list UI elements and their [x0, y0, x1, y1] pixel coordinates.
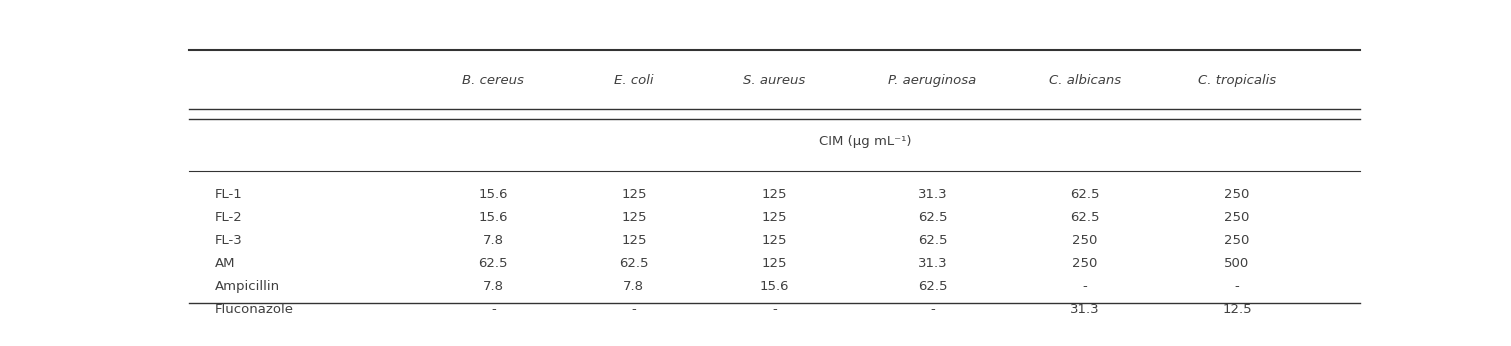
Text: 250: 250	[1224, 234, 1250, 246]
Text: 7.8: 7.8	[484, 280, 503, 293]
Text: 15.6: 15.6	[479, 211, 508, 224]
Text: Fluconazole: Fluconazole	[215, 303, 293, 316]
Text: 125: 125	[621, 234, 647, 246]
Text: B. cereus: B. cereus	[462, 74, 524, 86]
Text: 31.3: 31.3	[917, 257, 947, 271]
Text: FL-3: FL-3	[215, 234, 242, 246]
Text: 15.6: 15.6	[479, 188, 508, 201]
Text: 250: 250	[1071, 234, 1097, 246]
Text: Ampicillin: Ampicillin	[215, 280, 280, 293]
Text: 250: 250	[1224, 188, 1250, 201]
Text: 7.8: 7.8	[624, 280, 644, 293]
Text: 125: 125	[762, 234, 787, 246]
Text: AM: AM	[215, 257, 236, 271]
Text: CIM (µg mL⁻¹): CIM (µg mL⁻¹)	[819, 135, 911, 148]
Text: 12.5: 12.5	[1222, 303, 1251, 316]
Text: E. coli: E. coli	[613, 74, 654, 86]
Text: P. aeruginosa: P. aeruginosa	[888, 74, 976, 86]
Text: 250: 250	[1224, 211, 1250, 224]
Text: -: -	[931, 303, 935, 316]
Text: 125: 125	[621, 188, 647, 201]
Text: -: -	[772, 303, 777, 316]
Text: -: -	[1234, 280, 1239, 293]
Text: FL-2: FL-2	[215, 211, 242, 224]
Text: -: -	[1082, 280, 1086, 293]
Text: 62.5: 62.5	[917, 280, 947, 293]
Text: 15.6: 15.6	[760, 280, 789, 293]
Text: 500: 500	[1224, 257, 1250, 271]
Text: C. albicans: C. albicans	[1049, 74, 1121, 86]
Text: 125: 125	[762, 257, 787, 271]
Text: 62.5: 62.5	[1070, 211, 1100, 224]
Text: -: -	[632, 303, 636, 316]
Text: 62.5: 62.5	[479, 257, 508, 271]
Text: 125: 125	[621, 211, 647, 224]
Text: 62.5: 62.5	[917, 211, 947, 224]
Text: 7.8: 7.8	[484, 234, 503, 246]
Text: 125: 125	[762, 188, 787, 201]
Text: 31.3: 31.3	[1070, 303, 1100, 316]
Text: 62.5: 62.5	[1070, 188, 1100, 201]
Text: 125: 125	[762, 211, 787, 224]
Text: 250: 250	[1071, 257, 1097, 271]
Text: S. aureus: S. aureus	[743, 74, 805, 86]
Text: 62.5: 62.5	[620, 257, 648, 271]
Text: 62.5: 62.5	[917, 234, 947, 246]
Text: C. tropicalis: C. tropicalis	[1198, 74, 1275, 86]
Text: 31.3: 31.3	[917, 188, 947, 201]
Text: -: -	[491, 303, 496, 316]
Text: FL-1: FL-1	[215, 188, 242, 201]
